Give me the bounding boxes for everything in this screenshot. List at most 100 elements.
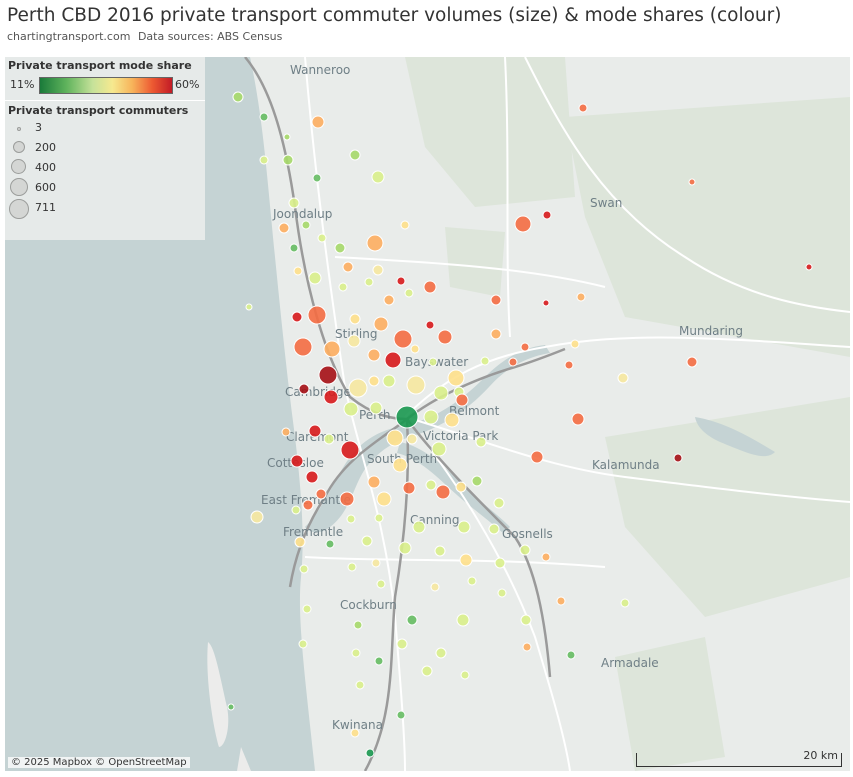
- commuter-dot[interactable]: [373, 316, 389, 332]
- commuter-dot[interactable]: [298, 383, 310, 395]
- commuter-dot[interactable]: [386, 429, 404, 447]
- map-view[interactable]: WannerooSwanJoondalupMundaringStirlingBa…: [5, 57, 850, 771]
- commuter-dot[interactable]: [556, 596, 566, 606]
- commuter-dot[interactable]: [805, 263, 813, 271]
- commuter-dot[interactable]: [455, 393, 469, 407]
- commuter-dot[interactable]: [542, 210, 552, 220]
- commuter-dot[interactable]: [305, 470, 319, 484]
- commuter-dot[interactable]: [435, 484, 451, 500]
- commuter-dot[interactable]: [494, 557, 506, 569]
- commuter-dot[interactable]: [349, 313, 361, 325]
- commuter-dot[interactable]: [288, 197, 300, 209]
- commuter-dot[interactable]: [367, 475, 381, 489]
- commuter-dot[interactable]: [566, 650, 576, 660]
- commuter-dot[interactable]: [298, 639, 308, 649]
- commuter-dot[interactable]: [293, 266, 303, 276]
- commuter-dot[interactable]: [250, 510, 264, 524]
- commuter-dot[interactable]: [383, 294, 395, 306]
- commuter-dot[interactable]: [471, 475, 483, 487]
- commuter-dot[interactable]: [323, 389, 339, 405]
- commuter-dot[interactable]: [323, 340, 341, 358]
- commuter-dot[interactable]: [350, 728, 360, 738]
- commuter-dot[interactable]: [396, 276, 406, 286]
- commuter-dot[interactable]: [289, 243, 299, 253]
- map-attribution[interactable]: © 2025 Mapbox © OpenStreetMap: [8, 757, 190, 768]
- commuter-dot[interactable]: [410, 344, 420, 354]
- commuter-dot[interactable]: [570, 339, 580, 349]
- commuter-dot[interactable]: [673, 453, 683, 463]
- commuter-dot[interactable]: [348, 378, 368, 398]
- commuter-dot[interactable]: [283, 133, 291, 141]
- commuter-dot[interactable]: [232, 91, 244, 103]
- commuter-dot[interactable]: [369, 401, 383, 415]
- commuter-dot[interactable]: [578, 103, 588, 113]
- commuter-dot[interactable]: [425, 479, 437, 491]
- commuter-dot[interactable]: [686, 356, 698, 368]
- commuter-dot[interactable]: [353, 620, 363, 630]
- commuter-dot[interactable]: [522, 642, 532, 652]
- commuter-dot[interactable]: [398, 541, 412, 555]
- commuter-dot[interactable]: [259, 112, 269, 122]
- commuter-dot[interactable]: [364, 277, 374, 287]
- commuter-dot[interactable]: [412, 520, 426, 534]
- commuter-dot[interactable]: [490, 328, 502, 340]
- commuter-dot[interactable]: [347, 334, 361, 348]
- commuter-dot[interactable]: [530, 450, 544, 464]
- commuter-dot[interactable]: [371, 558, 381, 568]
- commuter-dot[interactable]: [312, 173, 322, 183]
- commuter-dot[interactable]: [396, 710, 406, 720]
- commuter-dot[interactable]: [293, 337, 313, 357]
- commuter-dot[interactable]: [455, 481, 467, 493]
- commuter-dot[interactable]: [430, 582, 440, 592]
- commuter-dot[interactable]: [376, 579, 386, 589]
- commuter-dot[interactable]: [346, 514, 356, 524]
- map-canvas[interactable]: WannerooSwanJoondalupMundaringStirlingBa…: [5, 57, 850, 771]
- commuter-dot[interactable]: [368, 375, 380, 387]
- commuter-dot[interactable]: [294, 536, 306, 548]
- commuter-dot[interactable]: [259, 155, 269, 165]
- commuter-dot[interactable]: [302, 499, 314, 511]
- commuter-dot[interactable]: [361, 535, 373, 547]
- commuter-dot[interactable]: [308, 424, 322, 438]
- commuter-dot[interactable]: [349, 149, 361, 161]
- commuter-dot[interactable]: [428, 357, 438, 367]
- commuter-dot[interactable]: [520, 614, 532, 626]
- commuter-dot[interactable]: [493, 497, 505, 509]
- commuter-dot[interactable]: [571, 412, 585, 426]
- commuter-dot[interactable]: [423, 280, 437, 294]
- commuter-dot[interactable]: [392, 457, 408, 473]
- commuter-dot[interactable]: [281, 427, 291, 437]
- commuter-dot[interactable]: [457, 520, 471, 534]
- commuter-dot[interactable]: [351, 648, 361, 658]
- commuter-dot[interactable]: [395, 405, 419, 429]
- commuter-dot[interactable]: [384, 351, 402, 369]
- commuter-dot[interactable]: [367, 348, 381, 362]
- commuter-dot[interactable]: [400, 220, 410, 230]
- commuter-dot[interactable]: [435, 647, 447, 659]
- commuter-dot[interactable]: [456, 613, 470, 627]
- commuter-dot[interactable]: [245, 303, 253, 311]
- commuter-dot[interactable]: [620, 598, 630, 608]
- commuter-dot[interactable]: [323, 433, 335, 445]
- commuter-dot[interactable]: [372, 264, 384, 276]
- commuter-dot[interactable]: [308, 271, 322, 285]
- commuter-dot[interactable]: [431, 441, 447, 457]
- commuter-dot[interactable]: [508, 357, 518, 367]
- commuter-dot[interactable]: [325, 539, 335, 549]
- commuter-dot[interactable]: [497, 588, 507, 598]
- commuter-dot[interactable]: [342, 261, 354, 273]
- source-site[interactable]: chartingtransport.com: [7, 30, 131, 43]
- commuter-dot[interactable]: [402, 481, 416, 495]
- commuter-dot[interactable]: [302, 604, 312, 614]
- commuter-dot[interactable]: [688, 178, 696, 186]
- commuter-dot[interactable]: [480, 356, 490, 366]
- commuter-dot[interactable]: [541, 552, 551, 562]
- commuter-dot[interactable]: [301, 220, 311, 230]
- commuter-dot[interactable]: [347, 562, 357, 572]
- commuter-dot[interactable]: [315, 488, 327, 500]
- commuter-dot[interactable]: [340, 440, 360, 460]
- commuter-dot[interactable]: [406, 375, 426, 395]
- commuter-dot[interactable]: [423, 409, 439, 425]
- commuter-dot[interactable]: [488, 523, 500, 535]
- commuter-dot[interactable]: [542, 299, 550, 307]
